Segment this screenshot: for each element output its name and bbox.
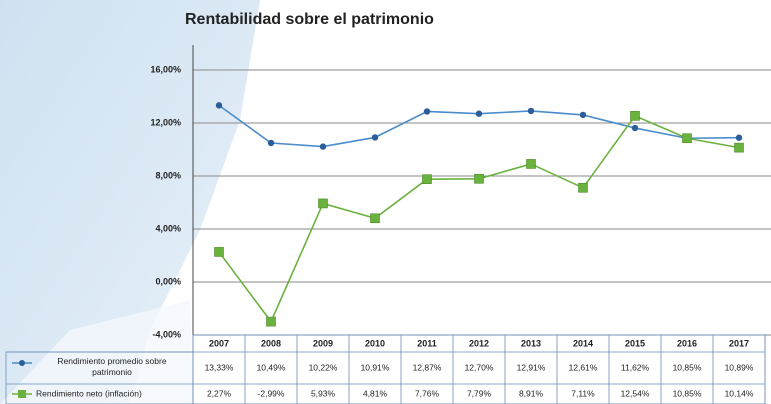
marker	[631, 124, 639, 132]
x-tick-label: 2012	[469, 338, 489, 348]
x-tick-label: 2013	[521, 338, 541, 348]
data-label: 10,22%	[309, 362, 338, 372]
data-label: 10,91%	[361, 362, 390, 372]
data-label: 10,49%	[257, 362, 286, 372]
data-label: 12,54%	[621, 388, 650, 398]
marker	[630, 111, 640, 121]
x-tick-label: 2017	[729, 338, 749, 348]
marker	[735, 134, 743, 141]
marker	[527, 107, 535, 115]
data-label: 12,61%	[569, 362, 598, 372]
x-tick-label: 2011	[417, 338, 437, 348]
data-label: 7,11%	[571, 388, 595, 398]
marker	[423, 108, 431, 115]
data-label: 11,62%	[621, 362, 650, 372]
x-tick-label: 2009	[313, 338, 333, 348]
data-label: 12,91%	[517, 362, 546, 372]
background-shape	[0, 0, 260, 404]
x-tick-label: 2016	[677, 338, 697, 348]
marker	[475, 110, 483, 117]
y-tick-label: 8,00%	[155, 170, 181, 180]
marker	[526, 159, 536, 169]
series-line	[218, 114, 740, 324]
data-label: 10,14%	[725, 388, 754, 398]
marker	[214, 247, 224, 257]
marker	[267, 139, 275, 147]
x-tick-label: 2015	[625, 338, 645, 348]
chart-title: Rentabilidad sobre el patrimonio	[185, 11, 434, 28]
y-tick-label: -4,00%	[152, 329, 181, 339]
data-label: 7,76%	[415, 388, 440, 398]
legend-marker	[19, 360, 25, 366]
marker	[579, 111, 587, 119]
data-label: 10,85%	[673, 388, 702, 398]
marker	[266, 316, 276, 327]
x-tick-label: 2008	[261, 338, 281, 348]
marker	[371, 134, 379, 141]
y-tick-label: 12,00%	[150, 117, 181, 127]
marker	[422, 174, 432, 184]
data-label: 13,33%	[205, 362, 234, 372]
data-label: 12,70%	[465, 362, 494, 372]
data-label: -2,99%	[258, 388, 285, 398]
x-tick-label: 2010	[365, 338, 385, 348]
marker	[474, 173, 484, 184]
marker	[734, 142, 744, 153]
y-tick-label: 0,00%	[155, 276, 181, 286]
marker	[319, 143, 327, 150]
data-label: 10,85%	[673, 362, 702, 372]
data-label: 8,91%	[519, 388, 544, 398]
legend-label: Rendimiento promedio sobre patrimonio	[57, 356, 166, 377]
x-tick-label: 2014	[573, 338, 593, 348]
marker	[682, 133, 692, 144]
legend-label: Rendimiento neto (inflación)	[36, 388, 142, 398]
y-tick-label: 16,00%	[150, 64, 181, 74]
marker	[370, 213, 380, 224]
data-label: 10,89%	[725, 362, 754, 372]
marker	[215, 102, 223, 109]
data-label: 2,27%	[207, 388, 232, 398]
legend-marker	[18, 390, 26, 398]
y-tick-label: 4,00%	[155, 223, 181, 233]
x-tick-label: 2007	[209, 338, 229, 348]
marker	[318, 198, 328, 209]
data-label: 4,81%	[363, 388, 388, 398]
data-label: 5,93%	[311, 388, 336, 398]
marker	[578, 182, 588, 193]
data-label: 7,79%	[467, 388, 492, 398]
data-label: 12,87%	[413, 362, 442, 372]
